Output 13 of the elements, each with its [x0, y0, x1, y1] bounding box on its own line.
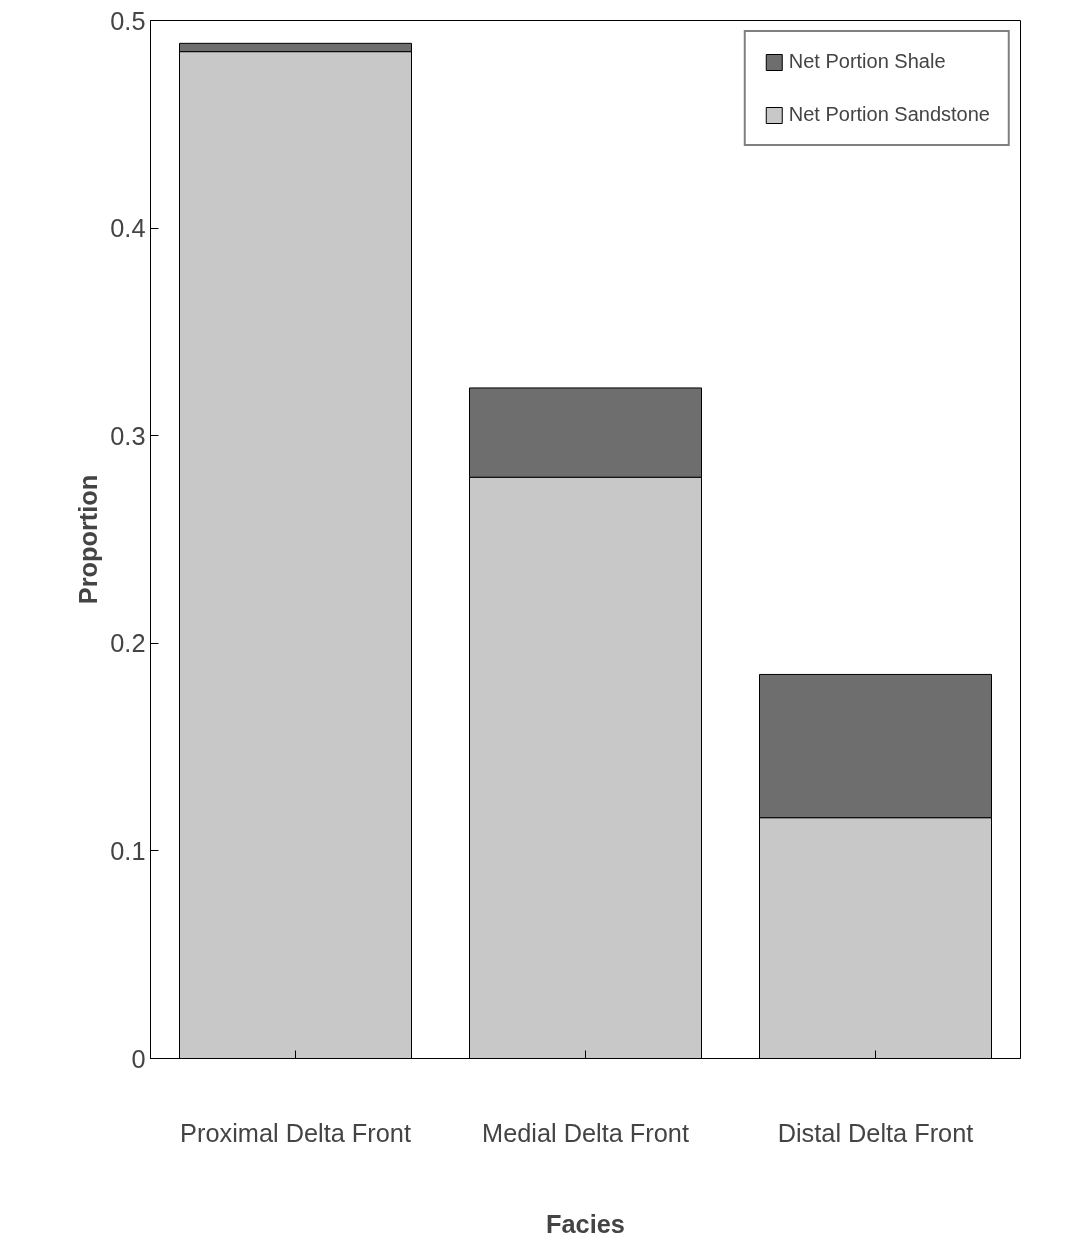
- legend-label: Net Portion Shale: [788, 50, 946, 73]
- x-tick-label: Proximal Delta Front: [180, 1118, 411, 1147]
- y-tick-label: 0.5: [110, 6, 146, 35]
- y-axis-title: Proportion: [74, 474, 103, 605]
- y-tick-label: 0.2: [110, 629, 146, 658]
- y-tick-label: 0.4: [110, 214, 146, 243]
- x-axis-title: Facies: [546, 1209, 625, 1238]
- y-tick-label: 0: [131, 1044, 146, 1073]
- y-tick-label: 0.1: [110, 836, 146, 865]
- x-tick-label: Distal Delta Front: [777, 1118, 974, 1147]
- y-tick-label: 0.3: [110, 421, 146, 450]
- legend-label: Net Portion Sandstone: [788, 103, 990, 126]
- x-tick-label: Medial Delta Front: [482, 1118, 689, 1147]
